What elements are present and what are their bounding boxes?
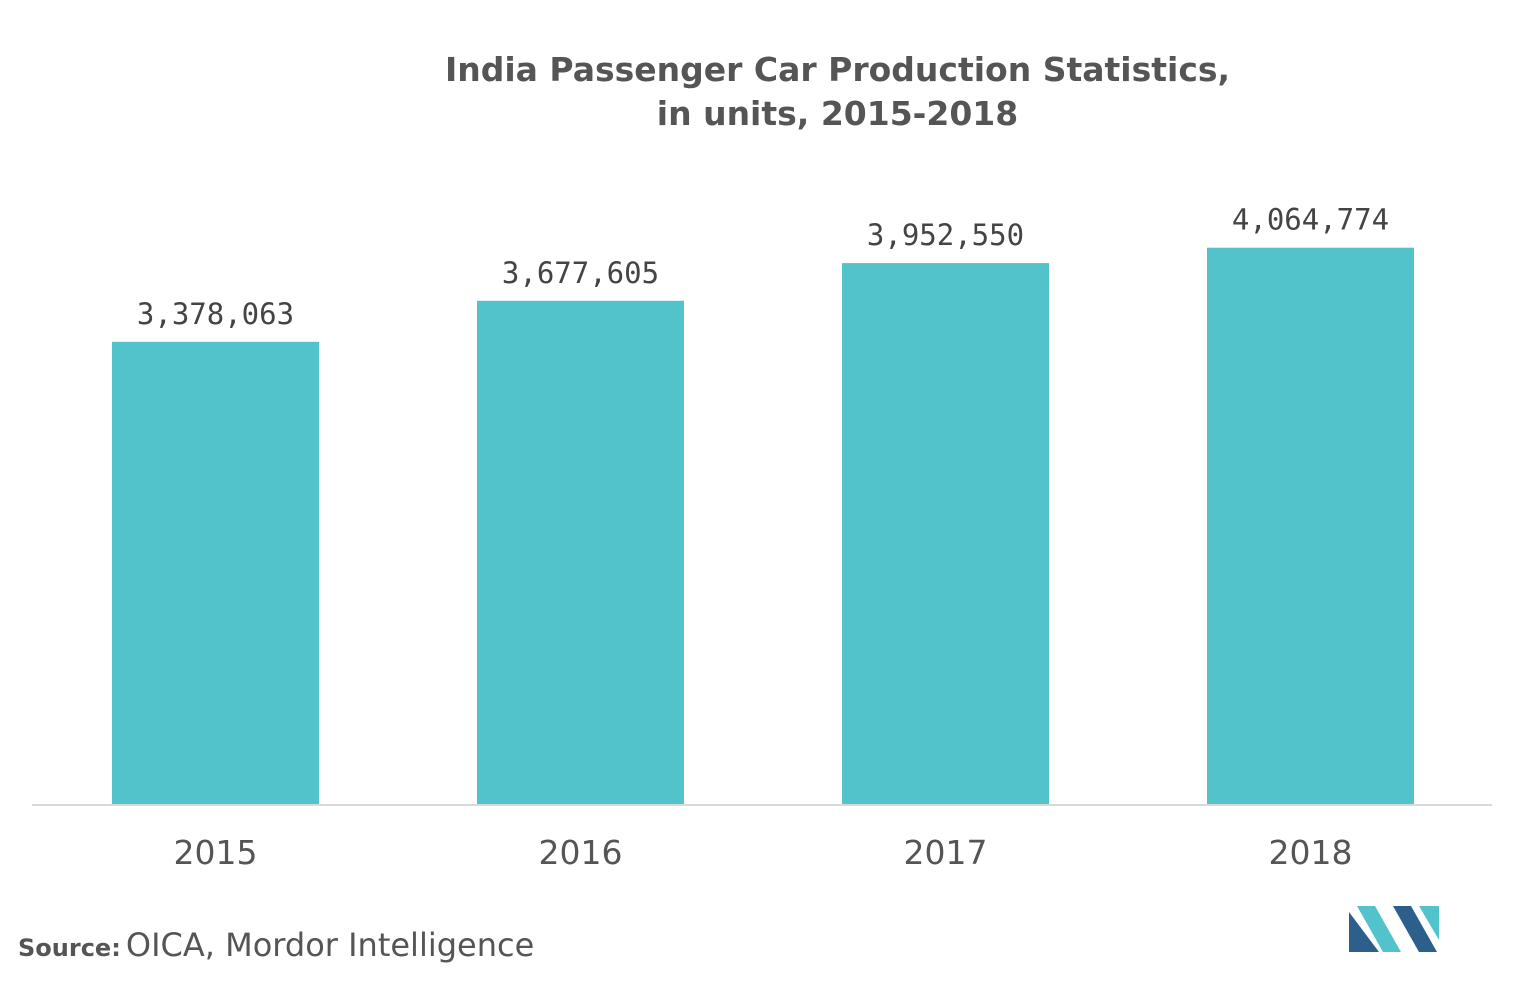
x-tick-label-2016: 2016: [539, 833, 623, 872]
bar-2015: [112, 341, 319, 805]
logo-shape-1: [1349, 912, 1379, 952]
logo-shape-3: [1393, 906, 1437, 952]
source-text: OICA, Mordor Intelligence: [125, 926, 535, 964]
value-label-2017: 3,952,550: [867, 218, 1024, 252]
labels-layer: 3,378,063 2015 3,677,605 2016 3,952,550 2017 4…: [137, 203, 1389, 872]
bar-2018: [1207, 247, 1414, 805]
value-label-2015: 3,378,063: [137, 297, 294, 331]
mordor-intelligence-logo: [1349, 906, 1439, 952]
x-tick-label-2017: 2017: [904, 833, 988, 872]
bar-2017: [842, 263, 1049, 806]
bars-layer: [112, 247, 1414, 806]
value-label-2018: 4,064,774: [1232, 203, 1389, 237]
value-label-2016: 3,677,605: [502, 256, 659, 290]
x-tick-label-2015: 2015: [174, 833, 258, 872]
source-label: Source:: [18, 934, 121, 962]
x-tick-label-2018: 2018: [1269, 833, 1353, 872]
logo-shape-2: [1357, 906, 1401, 952]
source-note: Source: OICA, Mordor Intelligence: [18, 926, 534, 964]
bar-chart: 3,378,063 2015 3,677,605 2016 3,952,550 2017 4…: [32, 203, 1492, 872]
chart-title-line-1: India Passenger Car Production Statistic…: [444, 50, 1231, 89]
chart-title-line-2: in units, 2015-2018: [656, 94, 1019, 133]
logo-shape-4: [1419, 906, 1439, 940]
bar-2016: [477, 300, 684, 805]
